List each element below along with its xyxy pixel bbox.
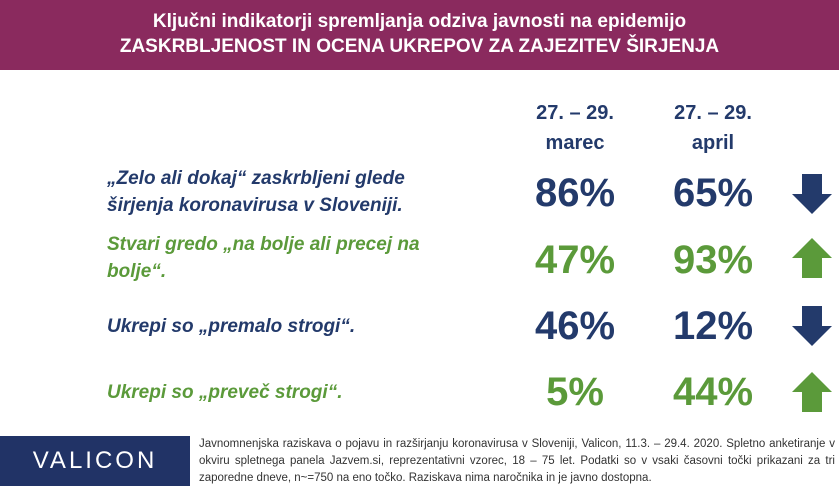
value-too-lenient-march: 46% (534, 304, 616, 348)
column-header-march: 27. – 29. marec (515, 98, 635, 158)
value-outlook-march: 47% (534, 238, 616, 282)
methodology-note: Javnomnenjska raziskava o pojavu in razš… (199, 438, 835, 484)
column-header-april-month: april (691, 132, 735, 154)
row-label-too-lenient: Ukrepi so „premalo strogi“. (107, 313, 487, 340)
title-line-1: Ključni indikatorji spremljanja odziva j… (152, 11, 687, 32)
arrow-up-icon (792, 238, 832, 278)
row-label-outlook-line-1: Stvari gredo „na bolje ali precej na (107, 234, 420, 255)
value-concern-april: 65% (672, 171, 754, 215)
row-label-too-strict: Ukrepi so „preveč strogi“. (107, 379, 487, 406)
arrow-down-icon (792, 306, 832, 346)
value-outlook-april: 93% (672, 238, 754, 282)
value-too-strict-april: 44% (672, 370, 754, 414)
arrow-up-icon (792, 372, 832, 412)
title-banner: Ključni indikatorji spremljanja odziva j… (0, 0, 839, 70)
column-header-march-dates: 27. – 29. (536, 102, 614, 124)
row-label-concern-line-2: širjenja koronavirusa v Sloveniji. (107, 195, 403, 216)
valicon-logo: VALICON (0, 436, 190, 486)
column-header-april: 27. – 29. april (653, 98, 773, 158)
arrow-down-icon (792, 174, 832, 214)
row-label-too-lenient-line-1: Ukrepi so „premalo strogi“. (107, 316, 356, 337)
row-label-outlook-line-2: bolje“. (107, 261, 167, 282)
column-header-march-month: marec (545, 132, 605, 154)
row-label-concern: „Zelo ali dokaj“ zaskrbljeni glede širje… (107, 165, 487, 219)
column-header-april-dates: 27. – 29. (674, 102, 752, 124)
title-line-2: ZASKRBLJENOST IN OCENA UKREPOV ZA ZAJEZI… (119, 36, 720, 57)
value-too-lenient-april: 12% (672, 304, 754, 348)
row-label-outlook: Stvari gredo „na bolje ali precej na bol… (107, 231, 487, 285)
row-label-concern-line-1: „Zelo ali dokaj“ zaskrbljeni glede (107, 168, 405, 189)
value-concern-march: 86% (534, 171, 616, 215)
value-too-strict-march: 5% (546, 370, 604, 414)
row-label-too-strict-line-1: Ukrepi so „preveč strogi“. (107, 382, 343, 403)
